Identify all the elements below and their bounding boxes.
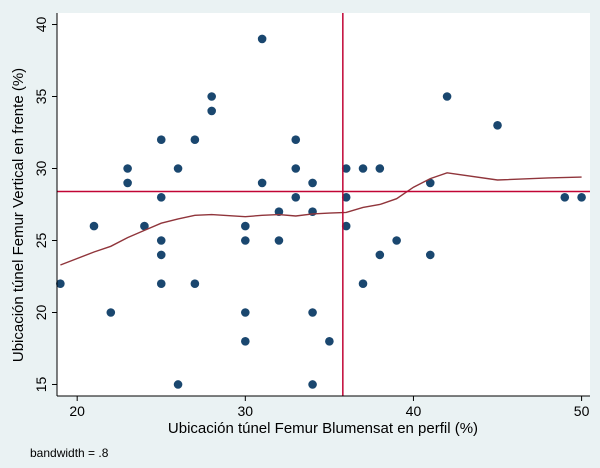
data-point [291,193,301,202]
data-point [274,236,284,245]
lowess-smooth-line [60,172,582,266]
data-point [442,92,452,101]
marks-layer [56,13,590,396]
data-point [89,221,99,231]
data-point [358,279,368,288]
data-point [156,193,166,202]
data-point [358,164,368,173]
x-tick-label: 50 [574,403,590,419]
y-tick-label: 20 [33,304,49,320]
data-point [425,250,435,260]
y-tick-label: 40 [33,17,49,33]
data-point [425,178,435,188]
data-point [308,178,317,188]
data-point [375,250,385,260]
data-point [156,236,166,245]
data-point [341,193,351,202]
data-point [493,121,502,130]
data-point [291,135,301,145]
y-tick-label: 25 [33,232,49,248]
data-point [241,308,250,317]
y-tick-label: 15 [33,376,49,392]
data-point [190,279,200,288]
data-point [190,135,200,145]
ticks-layer: 20 30 40 50 15 20 25 30 35 40 [33,17,590,419]
y-tick-label: 30 [33,161,49,177]
data-point [156,279,166,288]
data-point [241,336,250,346]
data-point [392,236,401,245]
data-point [123,164,132,173]
data-point [123,178,132,188]
data-point [325,336,334,346]
x-tick-label: 20 [69,403,85,419]
data-point [241,221,250,231]
data-point [341,221,351,231]
x-tick-label: 40 [406,403,422,419]
data-point [257,34,267,44]
bandwidth-note: bandwidth = .8 [30,446,109,460]
data-point [241,236,250,245]
data-point [274,207,284,216]
data-point [106,308,116,317]
data-point [308,308,317,317]
data-point [140,221,149,231]
data-point [156,250,166,260]
data-point [341,164,351,173]
plot-area [57,13,590,396]
data-point [375,164,385,173]
data-point [577,193,586,202]
data-point [173,380,183,389]
y-axis-title: Ubicación túnel Femur Vertical en frente… [10,68,27,362]
data-point [291,164,301,173]
y-tick-label: 35 [33,89,49,105]
data-point [156,135,166,145]
x-tick-label: 30 [238,403,254,419]
data-point [207,92,216,101]
data-point [257,178,267,188]
x-axis-title: Ubicación túnel Femur Blumensat en perfi… [168,420,478,437]
data-point [173,164,183,173]
data-point [207,106,216,116]
data-point [308,380,317,389]
data-point [560,193,570,202]
data-point [56,279,65,288]
